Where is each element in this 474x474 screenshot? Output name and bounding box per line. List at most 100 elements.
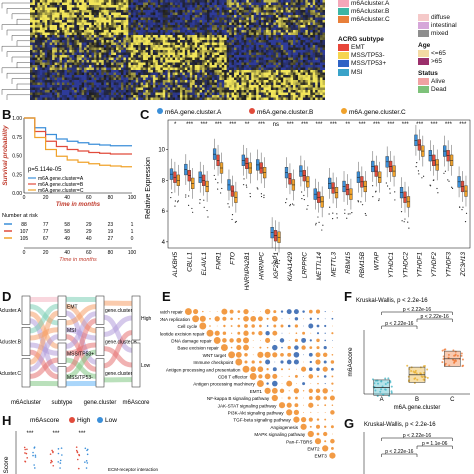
heatmap-cell — [113, 90, 117, 93]
heatmap-cell — [86, 32, 90, 36]
heatmap-cell — [214, 57, 218, 61]
heatmap-cell — [288, 62, 291, 66]
heatmap-cell — [120, 25, 124, 28]
heatmap-cell — [253, 0, 257, 3]
heatmap-cell — [101, 12, 105, 16]
heatmap-cell — [263, 72, 267, 76]
heatmap-cell — [98, 57, 102, 61]
heatmap-cell — [207, 17, 210, 21]
heatmap-cell — [317, 72, 321, 76]
heatmap-cell — [305, 32, 309, 36]
heatmap-cell — [305, 22, 309, 26]
heatmap-cell — [207, 72, 210, 76]
heatmap-cell — [266, 45, 269, 48]
heatmap-cell — [320, 97, 323, 100]
heatmap-cell — [312, 42, 316, 46]
heatmap-cell — [322, 85, 325, 88]
heatmap-cell — [140, 20, 144, 23]
heatmap-cell — [52, 97, 55, 100]
heatmap-cell — [128, 60, 132, 63]
heatmap-cell — [30, 57, 33, 61]
heatmap-cell — [47, 30, 50, 33]
heatmap-cell — [59, 70, 63, 73]
heatmap-cell — [42, 22, 46, 26]
heatmap-cell — [293, 30, 296, 33]
heatmap-cell — [81, 85, 85, 88]
heatmap-cell — [315, 5, 318, 8]
heatmap-cell — [118, 42, 122, 46]
heatmap-cell — [167, 85, 171, 88]
heatmap-cell — [101, 35, 105, 38]
heatmap-cell — [177, 75, 181, 78]
heatmap-cell — [266, 92, 269, 96]
heatmap-cell — [248, 90, 252, 93]
heatmap-cell — [194, 97, 198, 100]
heatmap-cell — [204, 77, 208, 81]
heatmap-cell — [140, 57, 144, 61]
heatmap-cell — [152, 20, 156, 23]
heatmap-cell — [273, 62, 277, 66]
heatmap-cell — [226, 12, 230, 16]
heatmap-cell — [64, 25, 68, 28]
heatmap-cell — [79, 55, 82, 58]
heatmap-cell — [315, 82, 318, 86]
heatmap-cell — [172, 87, 176, 91]
heatmap-cell — [59, 45, 63, 48]
heatmap-cell — [224, 0, 227, 3]
heatmap-cell — [204, 97, 208, 100]
heatmap-cell — [138, 40, 141, 43]
heatmap-cell — [49, 47, 53, 51]
heatmap-cell — [278, 50, 282, 53]
heatmap-cell — [310, 70, 314, 73]
heatmap-cell — [302, 87, 306, 91]
heatmap-cell — [30, 60, 33, 63]
heatmap-cell — [315, 50, 318, 53]
heatmap-cell — [175, 82, 178, 86]
heatmap-cell — [143, 12, 146, 16]
heatmap-cell — [32, 0, 36, 3]
heatmap-cell — [106, 37, 109, 41]
heatmap-cell — [251, 50, 255, 53]
heatmap-cell — [211, 77, 215, 81]
heatmap-cell — [256, 50, 259, 53]
heatmap-cell — [44, 25, 48, 28]
heatmap-cell — [150, 20, 154, 23]
heatmap-cell — [155, 55, 159, 58]
heatmap-cell — [69, 67, 73, 71]
heatmap-cell — [172, 90, 176, 93]
heatmap-cell — [172, 77, 176, 81]
heatmap-cell — [91, 70, 95, 73]
heatmap-cell — [310, 35, 314, 38]
heatmap-cell — [86, 77, 90, 81]
heatmap-cell — [143, 92, 146, 96]
heatmap-cell — [197, 15, 200, 18]
heatmap-cell — [187, 30, 191, 33]
heatmap-cell — [133, 30, 137, 33]
heatmap-cell — [194, 5, 198, 8]
heatmap-cell — [285, 72, 289, 76]
heatmap-cell — [270, 2, 274, 6]
heatmap-cell — [283, 7, 286, 11]
heatmap-cell — [125, 72, 129, 76]
heatmap-cell — [108, 87, 112, 91]
heatmap-cell — [54, 95, 58, 98]
heatmap-cell — [179, 12, 183, 16]
heatmap-cell — [211, 85, 215, 88]
heatmap-cell — [160, 22, 164, 26]
heatmap-cell — [197, 35, 200, 38]
heatmap-cell — [145, 90, 149, 93]
heatmap-cell — [52, 60, 55, 63]
heatmap-cell — [54, 20, 58, 23]
heatmap-cell — [216, 95, 220, 98]
heatmap-cell — [89, 27, 92, 31]
heatmap-cell — [305, 62, 309, 66]
heatmap-cell — [116, 90, 119, 93]
heatmap-cell — [199, 42, 203, 46]
heatmap-cell — [155, 95, 159, 98]
heatmap-cell — [305, 45, 309, 48]
heatmap-cell — [64, 27, 68, 31]
heatmap-cell — [189, 55, 193, 58]
heatmap-cell — [234, 70, 237, 73]
heatmap-cell — [162, 27, 166, 31]
heatmap-cell — [125, 57, 129, 61]
